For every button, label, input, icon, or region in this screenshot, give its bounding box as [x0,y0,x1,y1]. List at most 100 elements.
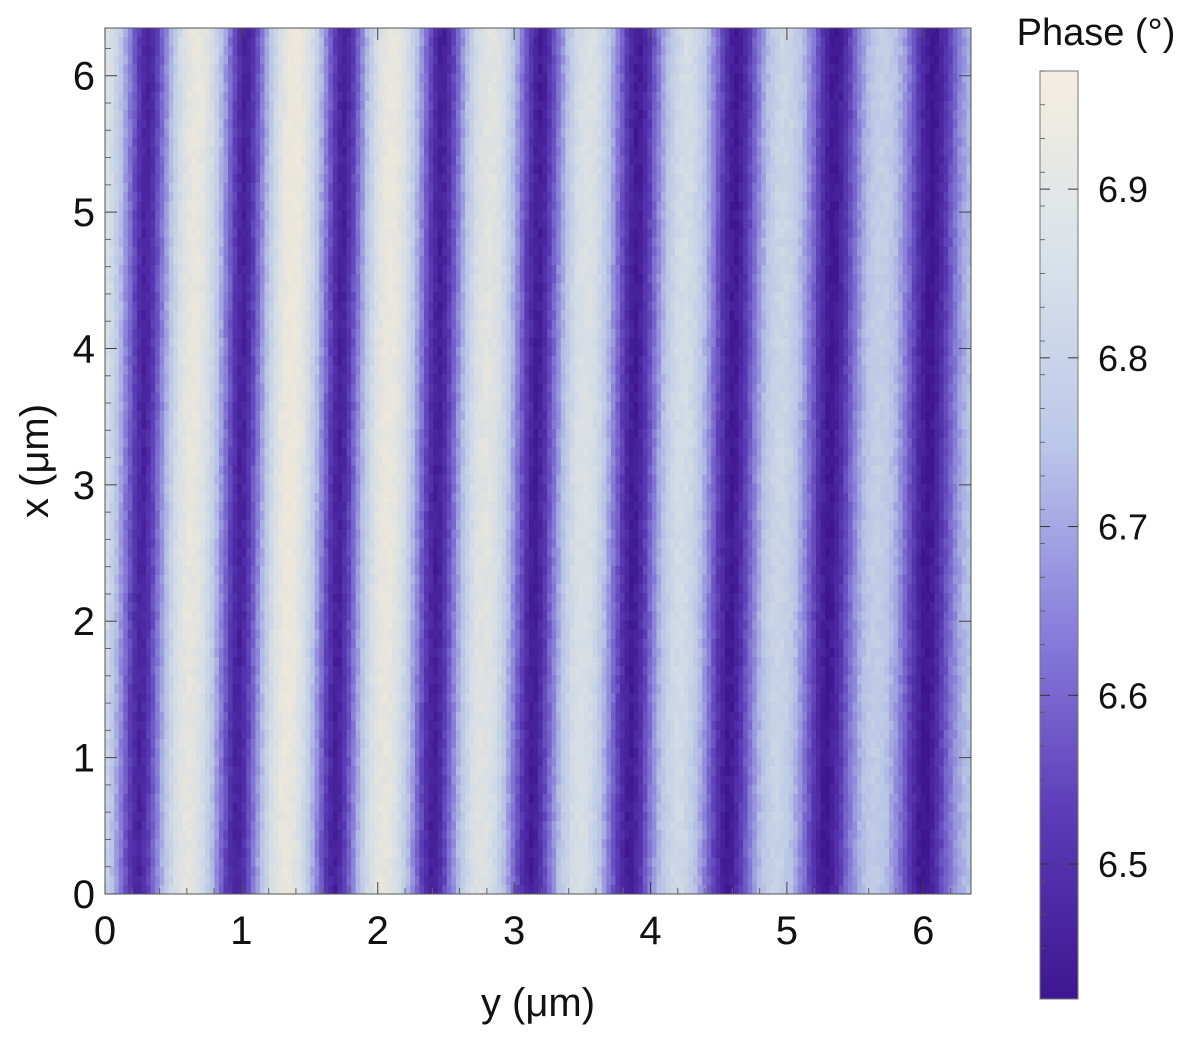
heatmap-cell [196,37,202,47]
heatmap-cell [688,55,694,66]
heatmap-cell [533,228,539,239]
heatmap-cell [114,182,120,193]
heatmap-cell [396,82,402,93]
heatmap-cell [569,255,576,266]
heatmap-cell [314,219,320,230]
heatmap-cell [373,128,380,138]
heatmap-cell [437,228,443,239]
heatmap-cell [528,192,535,202]
heatmap-cell [273,55,279,66]
heatmap-cell [866,119,872,129]
heatmap-cell [287,64,293,75]
heatmap-cell [378,100,384,111]
heatmap-cell [332,210,339,221]
heatmap-cell [506,210,512,221]
heatmap-cell [916,55,922,66]
heatmap-cell [387,237,393,248]
heatmap-cell [966,73,971,84]
heatmap-cell [173,182,179,193]
heatmap-cell [797,192,803,202]
heatmap-cell [424,110,430,120]
heatmap-cell [159,100,165,111]
heatmap-cell [387,82,393,93]
heatmap-cell [715,192,721,202]
heatmap-cell [620,201,626,211]
heatmap-cell [264,146,270,157]
heatmap-cell [510,28,516,38]
heatmap-cell [733,82,740,93]
heatmap-cell [647,100,653,111]
heatmap-cell [200,82,206,93]
heatmap-cell [465,73,471,84]
heatmap-cell [597,100,603,111]
heatmap-cell [255,164,261,175]
heatmap-cell [711,173,717,184]
heatmap-cell [127,119,133,129]
heatmap-cell [483,246,489,257]
heatmap-cell [460,201,466,211]
heatmap-cell [164,91,170,102]
heatmap-cell [670,192,676,202]
heatmap-cell [779,82,785,93]
heatmap-cell [255,110,261,120]
heatmap-cell [342,265,348,275]
heatmap-cell [670,37,676,47]
heatmap-cell [770,237,776,248]
heatmap-cell [478,210,484,221]
heatmap-cell [579,219,585,230]
heatmap-cell [829,201,835,211]
heatmap-cell [355,137,361,148]
heatmap-cell [816,137,822,148]
heatmap-cell [474,128,480,138]
heatmap-cell [414,164,421,175]
heatmap-cell [893,155,899,166]
heatmap-cell [191,265,197,275]
heatmap-cell [674,28,680,38]
heatmap-cell [911,237,917,248]
heatmap-cell [820,155,826,166]
heatmap-cell [305,228,311,239]
heatmap-cell [702,228,708,239]
heatmap-cell [474,192,480,202]
heatmap-cell [433,182,439,193]
heatmap-cell [314,28,320,38]
heatmap-cell [647,173,653,184]
heatmap-cell [269,173,275,184]
heatmap-cell [733,164,740,175]
heatmap-cell [633,146,639,157]
heatmap-cell [847,201,854,211]
heatmap-cell [442,100,448,111]
heatmap-cell [560,228,566,239]
heatmap-cell [761,173,767,184]
heatmap-cell [214,146,220,157]
heatmap-cell [579,146,585,157]
heatmap-cell [966,37,971,47]
heatmap-cell [911,246,917,257]
heatmap-cell [282,255,288,266]
heatmap-cell [118,210,124,221]
heatmap-cell [916,100,922,111]
heatmap-cell [241,64,247,75]
heatmap-cell [715,91,721,102]
heatmap-cell [738,219,744,230]
heatmap-cell [446,137,452,148]
heatmap-cell [888,182,895,193]
heatmap-cell [437,210,443,221]
heatmap-cell [401,100,407,111]
heatmap-cell [720,91,726,102]
heatmap-cell [770,37,776,47]
heatmap-cell [674,46,680,56]
heatmap-cell [756,173,762,184]
heatmap-cell [269,219,275,230]
heatmap-cell [838,182,844,193]
heatmap-cell [802,219,808,230]
heatmap-cell [866,210,872,221]
heatmap-cell [159,37,165,47]
heatmap-cell [925,255,931,266]
heatmap-cell [843,219,849,230]
heatmap-cell [164,210,170,221]
heatmap-cell [847,210,854,221]
heatmap-cell [952,155,958,166]
heatmap-cell [966,237,971,248]
heatmap-cell [779,146,785,157]
